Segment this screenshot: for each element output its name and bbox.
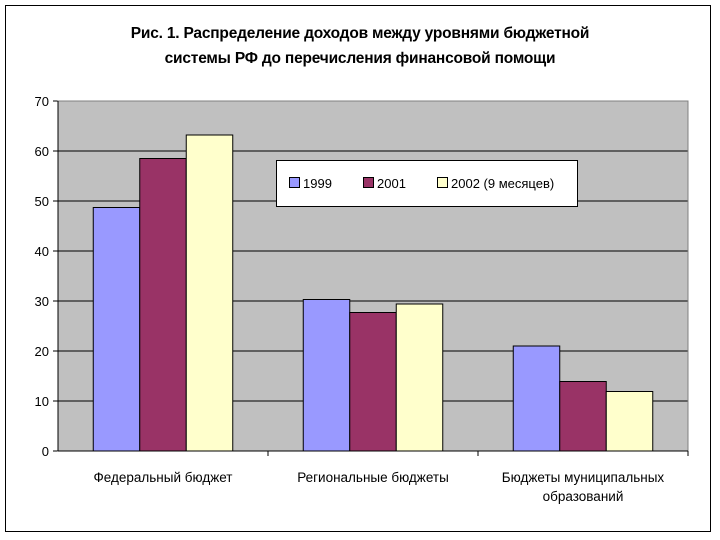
y-tick-label: 40 bbox=[35, 244, 49, 259]
legend-item-1999: 1999 bbox=[289, 176, 332, 191]
legend-item-2002: 2002 (9 месяцев) bbox=[437, 176, 554, 191]
legend-label-1999: 1999 bbox=[303, 176, 332, 191]
bar-1999-1 bbox=[92, 207, 141, 452]
bar-2001-3 bbox=[559, 381, 607, 452]
x-category-label: Региональные бюджеты bbox=[297, 470, 449, 485]
bar-2002-3 bbox=[605, 391, 654, 452]
legend-swatch-2002 bbox=[437, 177, 448, 188]
bar-1999-3 bbox=[512, 345, 561, 452]
bar-2001-1 bbox=[139, 158, 187, 452]
legend-swatch-2001 bbox=[363, 177, 374, 188]
chart-legend: 1999 2001 2002 (9 месяцев) bbox=[276, 160, 578, 207]
y-tick-label: 50 bbox=[35, 194, 49, 209]
y-tick-label: 30 bbox=[35, 294, 49, 309]
legend-swatch-1999 bbox=[289, 177, 300, 188]
legend-label-2002: 2002 (9 месяцев) bbox=[451, 176, 555, 191]
x-category-label: образований bbox=[543, 489, 624, 504]
x-category-label: Федеральный бюджет bbox=[94, 470, 233, 485]
y-tick-label: 20 bbox=[35, 344, 49, 359]
bar-1999-2 bbox=[302, 299, 351, 452]
y-tick-label: 0 bbox=[42, 444, 49, 459]
legend-label-2001: 2001 bbox=[377, 176, 406, 191]
y-tick-label: 60 bbox=[35, 144, 49, 159]
y-tick-label: 70 bbox=[35, 94, 49, 109]
bar-2002-1 bbox=[185, 134, 234, 452]
bar-2002-2 bbox=[395, 303, 444, 452]
y-tick-label: 10 bbox=[35, 394, 49, 409]
chart-title-line-2: системы РФ до перечисления финансовой по… bbox=[164, 50, 556, 67]
bar-2001-2 bbox=[349, 312, 397, 452]
legend-item-2001: 2001 bbox=[363, 176, 406, 191]
x-category-label: Бюджеты муниципальных bbox=[502, 470, 665, 485]
chart-title-line-1: Рис. 1. Распределение доходов между уров… bbox=[130, 25, 590, 42]
